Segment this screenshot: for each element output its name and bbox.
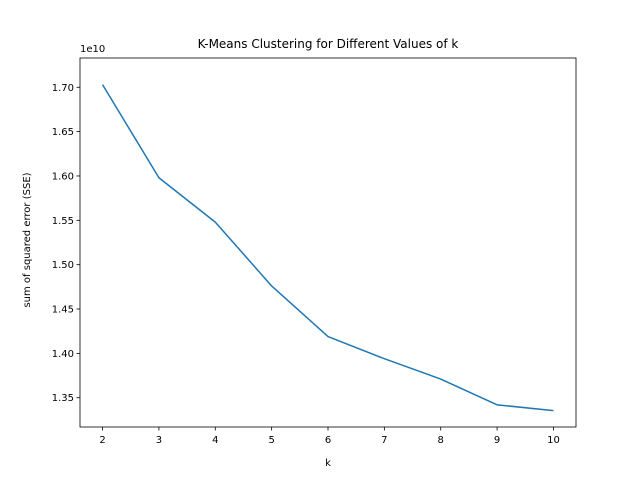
x-tick-label-6: 8 (438, 435, 444, 446)
y-axis-label: sum of squared error (SSE) (22, 172, 33, 307)
x-tick-label-0: 2 (99, 435, 105, 446)
y-tick-label-5: 1.60 (52, 171, 74, 182)
x-tick-label-7: 9 (494, 435, 500, 446)
y-tick-label-3: 1.50 (52, 260, 74, 271)
x-axis-label: k (325, 458, 331, 469)
y-tick-label-0: 1.35 (52, 393, 74, 404)
y-tick-label-6: 1.65 (52, 127, 74, 138)
plot-area: 2 3 4 5 6 7 8 9 10 1.35 1.40 1.45 1.50 1.55 1.60 1.65 1.… (52, 57, 577, 446)
x-tick-label-1: 3 (156, 435, 162, 446)
y-tick-label-7: 1.70 (52, 83, 74, 94)
x-tick-label-5: 7 (381, 435, 387, 446)
y-tick-label-4: 1.55 (52, 216, 74, 227)
x-tick-label-4: 6 (325, 435, 331, 446)
x-tick-label-3: 5 (268, 435, 274, 446)
plot-frame (79, 57, 577, 428)
y-tick-label-1: 1.40 (52, 349, 74, 360)
y-offset-label: 1e10 (80, 44, 105, 55)
x-tick-label-8: 10 (547, 435, 560, 446)
chart-title: K-Means Clustering for Different Values … (198, 37, 459, 51)
y-tick-label-2: 1.45 (52, 305, 74, 316)
x-tick-label-2: 4 (212, 435, 218, 446)
series-line-0 (101, 84, 554, 412)
